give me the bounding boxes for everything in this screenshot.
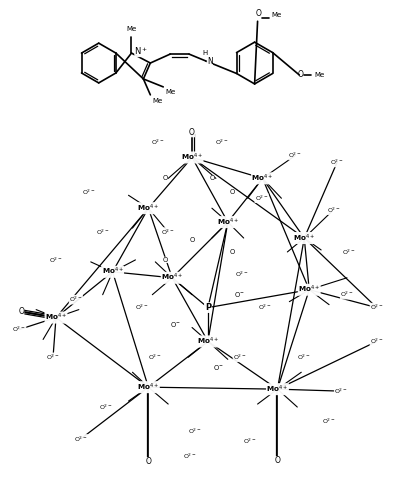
Text: O: O <box>229 249 234 255</box>
Text: O$^{2-}$: O$^{2-}$ <box>370 337 384 346</box>
Text: O$^{2-}$: O$^{2-}$ <box>297 353 311 362</box>
Text: O$^{2-}$: O$^{2-}$ <box>370 303 384 312</box>
Text: O: O <box>274 456 280 465</box>
Text: O: O <box>297 71 303 79</box>
Text: Mo$^{4+}$: Mo$^{4+}$ <box>197 336 219 347</box>
Text: O$^{2-}$: O$^{2-}$ <box>99 402 113 412</box>
Text: O: O <box>229 189 234 195</box>
Text: Mo$^{4+}$: Mo$^{4+}$ <box>181 152 203 163</box>
Text: O$^{2-}$: O$^{2-}$ <box>12 325 26 334</box>
Text: Mo$^{4+}$: Mo$^{4+}$ <box>161 272 183 284</box>
Text: O: O <box>145 457 151 466</box>
Text: Me: Me <box>165 89 175 95</box>
Text: Me: Me <box>314 72 324 78</box>
Text: Mo$^{4+}$: Mo$^{4+}$ <box>137 202 160 214</box>
Text: O: O <box>209 175 214 182</box>
Text: O: O <box>189 237 195 243</box>
Text: Mo$^{4+}$: Mo$^{4+}$ <box>293 232 315 243</box>
Text: Mo$^{4+}$: Mo$^{4+}$ <box>251 173 274 184</box>
Text: O$^{2-}$: O$^{2-}$ <box>342 247 356 257</box>
Text: O$^{2-}$: O$^{2-}$ <box>135 303 149 312</box>
Text: O$^{2-}$: O$^{2-}$ <box>188 426 202 436</box>
Text: Mo$^{4+}$: Mo$^{4+}$ <box>45 312 67 323</box>
Text: O$^{2-}$: O$^{2-}$ <box>334 387 348 396</box>
Text: O: O <box>18 307 24 316</box>
Text: O$^{2-}$: O$^{2-}$ <box>148 353 162 362</box>
Text: Mo$^{4+}$: Mo$^{4+}$ <box>102 266 124 277</box>
Text: O: O <box>189 128 195 137</box>
Text: O$^{2-}$: O$^{2-}$ <box>183 452 197 461</box>
Text: O$^{-}$: O$^{-}$ <box>234 290 245 299</box>
Text: O$^{2-}$: O$^{2-}$ <box>258 303 272 312</box>
Text: O$^{2-}$: O$^{2-}$ <box>49 255 63 265</box>
Text: Me: Me <box>126 26 137 32</box>
Text: O: O <box>163 175 168 182</box>
Text: Mo$^{4+}$: Mo$^{4+}$ <box>298 284 320 295</box>
Text: O$^{2-}$: O$^{2-}$ <box>82 188 96 197</box>
Text: O$^{2-}$: O$^{2-}$ <box>161 227 175 237</box>
Text: O$^{2-}$: O$^{2-}$ <box>151 138 165 147</box>
Text: O$^{2-}$: O$^{2-}$ <box>327 206 341 215</box>
Text: O$^{2-}$: O$^{2-}$ <box>235 270 249 279</box>
Text: O$^{2-}$: O$^{2-}$ <box>322 416 336 425</box>
Text: O: O <box>163 257 168 263</box>
Text: Me: Me <box>152 98 163 104</box>
Text: O: O <box>256 9 262 18</box>
Text: O$^{-}$: O$^{-}$ <box>170 320 181 329</box>
Text: N: N <box>207 57 213 65</box>
Text: O$^{2-}$: O$^{2-}$ <box>215 138 229 147</box>
Text: O$^{2-}$: O$^{2-}$ <box>330 158 344 167</box>
Text: N$^+$: N$^+$ <box>135 45 148 57</box>
Text: O$^{2-}$: O$^{2-}$ <box>243 437 256 447</box>
Text: O$^{2-}$: O$^{2-}$ <box>288 151 302 160</box>
Text: O$^{2-}$: O$^{2-}$ <box>74 434 88 443</box>
Text: O$^{2-}$: O$^{2-}$ <box>46 353 60 362</box>
Text: Mo$^{4+}$: Mo$^{4+}$ <box>137 381 160 393</box>
Text: Me: Me <box>272 12 282 18</box>
Text: O$^{-}$: O$^{-}$ <box>212 363 223 372</box>
Text: O$^{2-}$: O$^{2-}$ <box>96 227 110 237</box>
Text: O$^{2-}$: O$^{2-}$ <box>69 295 83 304</box>
Text: Mo$^{4+}$: Mo$^{4+}$ <box>217 216 239 228</box>
Text: Mo$^{4+}$: Mo$^{4+}$ <box>266 383 289 395</box>
Text: P: P <box>205 303 211 312</box>
Text: O$^{2-}$: O$^{2-}$ <box>254 194 268 203</box>
Text: O$^{2-}$: O$^{2-}$ <box>233 353 247 362</box>
Text: H: H <box>202 50 208 56</box>
Text: O$^{2-}$: O$^{2-}$ <box>340 290 354 299</box>
